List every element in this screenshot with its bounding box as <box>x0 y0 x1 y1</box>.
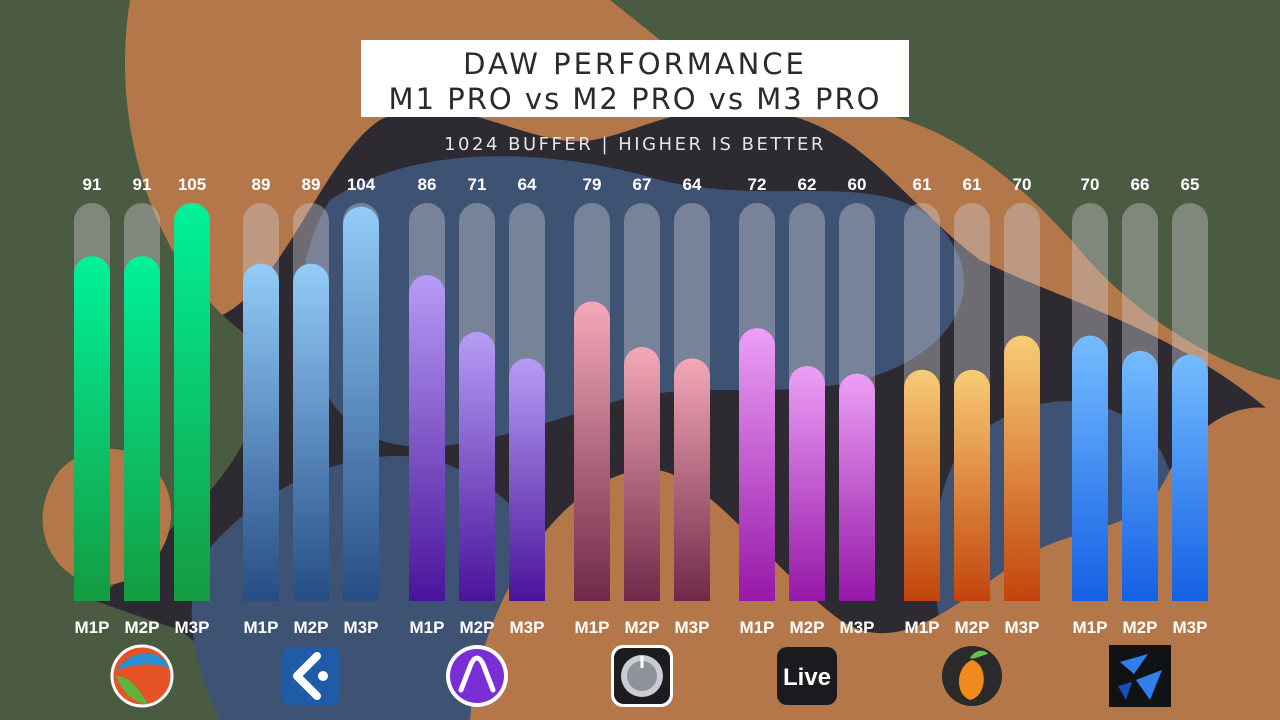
bar-value-label: 67 <box>633 175 652 194</box>
bar-category-label: M2P <box>790 618 825 637</box>
bar <box>1172 354 1208 601</box>
bar-value-label: 89 <box>252 175 271 194</box>
bar <box>789 365 825 601</box>
bar-value-label: 61 <box>913 175 932 194</box>
bar-category-label: M1P <box>410 618 445 637</box>
bar-category-label: M3P <box>510 618 545 637</box>
bar-value-label: 79 <box>583 175 602 194</box>
bar-value-label: 61 <box>963 175 982 194</box>
bar-category-label: M1P <box>905 618 940 637</box>
bar <box>124 256 160 601</box>
bar-category-label: M3P <box>675 618 710 637</box>
chart-title-line2: M1 PRO vs M2 PRO vs M3 PRO <box>388 82 882 116</box>
bar-value-label: 64 <box>518 175 537 194</box>
studio-one-logo-icon <box>1109 645 1171 707</box>
bar-category-label: M2P <box>294 618 329 637</box>
bar-group-1: 91 M1P 91 M2P 105 M3P <box>74 175 210 708</box>
bar-category-label: M3P <box>1173 618 1208 637</box>
pro-tools-logo-icon <box>446 645 508 707</box>
bar <box>459 331 495 601</box>
bar-category-label: M2P <box>460 618 495 637</box>
reaper-logo-icon <box>110 644 174 708</box>
bar-category-label: M2P <box>625 618 660 637</box>
bar <box>293 263 329 601</box>
ableton-live-logo-icon: Live <box>777 647 837 705</box>
cubase-logo-icon <box>282 647 340 705</box>
bar-value-label: 104 <box>347 175 376 194</box>
bar-value-label: 91 <box>133 175 152 194</box>
title-box: DAW PERFORMANCE M1 PRO vs M2 PRO vs M3 P… <box>361 40 909 117</box>
bar <box>243 263 279 601</box>
bar <box>739 328 775 601</box>
bar <box>74 256 110 601</box>
bar-group-4: 79 M1P 67 M2P 64 M3P <box>574 175 710 707</box>
bar-group-7: 70 M1P 66 M2P 65 M3P <box>1072 175 1208 707</box>
bar-value-label: 91 <box>83 175 102 194</box>
bar-category-label: M3P <box>344 618 379 637</box>
bar-value-label: 64 <box>683 175 702 194</box>
bar <box>343 206 379 602</box>
bar-value-label: 71 <box>468 175 487 194</box>
bar-value-label: 66 <box>1131 175 1150 194</box>
bar-value-label: 105 <box>178 175 206 194</box>
bar-value-label: 72 <box>748 175 767 194</box>
bar <box>624 347 660 601</box>
bar <box>839 373 875 601</box>
bar-category-label: M2P <box>125 618 160 637</box>
bar-category-label: M2P <box>1123 618 1158 637</box>
bar-group-6: 61 M1P 61 M2P 70 M3P <box>904 175 1040 706</box>
bar-value-label: 89 <box>302 175 321 194</box>
bar-value-label: 65 <box>1181 175 1200 194</box>
bar-category-label: M1P <box>740 618 775 637</box>
bar-value-label: 86 <box>418 175 437 194</box>
bar-value-label: 62 <box>798 175 817 194</box>
bar-category-label: M3P <box>840 618 875 637</box>
bar-group-3: 86 M1P 71 M2P 64 M3P <box>409 175 545 707</box>
bar-category-label: M2P <box>955 618 990 637</box>
chart-title-line1: DAW PERFORMANCE <box>463 47 807 81</box>
bar <box>509 358 545 601</box>
bar <box>1004 335 1040 601</box>
live-logo-text: Live <box>783 664 831 691</box>
bar-category-label: M3P <box>175 618 210 637</box>
bar-value-label: 70 <box>1081 175 1100 194</box>
bar <box>1122 350 1158 601</box>
bar-category-label: M1P <box>1073 618 1108 637</box>
bar-category-label: M3P <box>1005 618 1040 637</box>
bar <box>409 275 445 601</box>
bar-category-label: M1P <box>75 618 110 637</box>
bar-value-label: 70 <box>1013 175 1032 194</box>
bar-category-label: M1P <box>244 618 279 637</box>
bar-value-label: 60 <box>848 175 867 194</box>
bar <box>954 369 990 601</box>
chart-subtitle: 1024 BUFFER | HIGHER IS BETTER <box>444 134 826 155</box>
fl-studio-logo-icon <box>942 646 1002 706</box>
bar-group-5: 72 M1P 62 M2P 60 M3P Live <box>739 175 875 705</box>
bar <box>904 369 940 601</box>
bar <box>1072 335 1108 601</box>
logic-pro-logo-icon <box>611 645 673 707</box>
bar <box>574 301 610 601</box>
bar <box>674 358 710 601</box>
bar <box>174 203 210 601</box>
bar-category-label: M1P <box>575 618 610 637</box>
bar-group-2: 89 M1P 89 M2P 104 M3P <box>243 175 379 705</box>
